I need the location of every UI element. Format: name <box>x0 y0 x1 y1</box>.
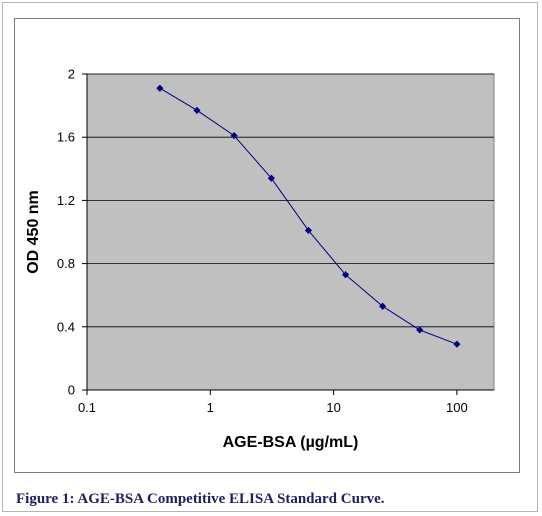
x-axis-title: AGE-BSA (µg/mL) <box>223 434 359 451</box>
y-tick-label: 0.8 <box>57 256 75 271</box>
data-point <box>416 326 424 334</box>
data-point <box>267 174 275 182</box>
figure-caption: Figure 1: AGE-BSA Competitive ELISA Stan… <box>16 491 385 507</box>
x-tick-label: 1 <box>207 400 214 415</box>
series-layer <box>156 84 461 348</box>
axes: 0 0.4 0.8 1.2 1.6 2 0.1 1 10 100 <box>57 67 494 415</box>
data-point <box>230 132 238 140</box>
data-point <box>304 226 313 235</box>
y-tick-label: 0 <box>68 383 75 398</box>
data-point <box>453 340 461 348</box>
y-tick-label: 1.6 <box>57 130 75 145</box>
y-tick-label: 1.2 <box>57 193 75 208</box>
y-axis-title: OD 450 nm <box>25 190 42 274</box>
x-tick-label: 100 <box>446 400 468 415</box>
plot-area <box>86 73 495 391</box>
data-point <box>379 302 387 310</box>
data-point <box>193 106 201 114</box>
x-tick-label: 10 <box>326 400 340 415</box>
data-point <box>341 271 350 279</box>
x-tick-label: 0.1 <box>78 400 96 415</box>
y-tick-label: 0.4 <box>57 319 75 334</box>
gridlines <box>87 73 494 328</box>
y-tick-label: 2 <box>68 67 75 82</box>
data-point <box>156 84 164 92</box>
